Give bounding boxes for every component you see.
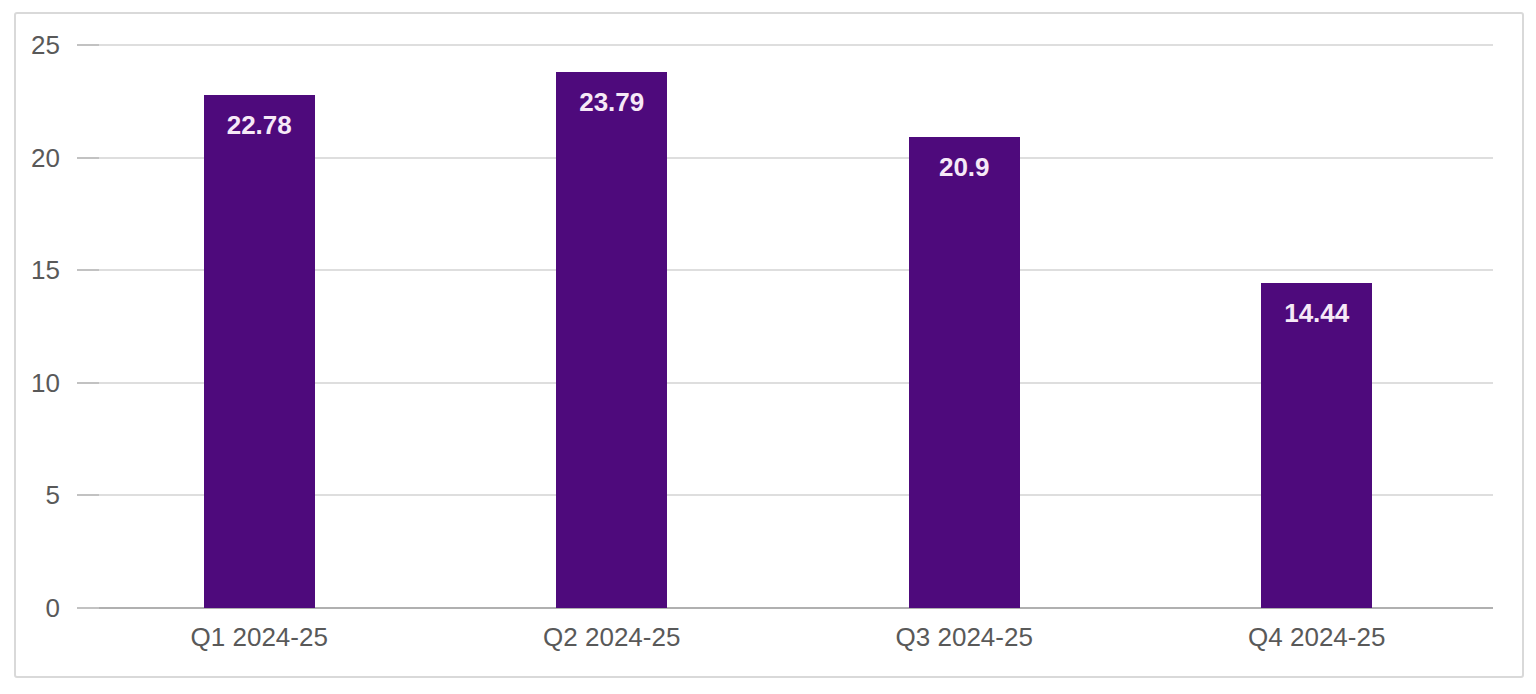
x-axis-label-q1-2024-25: Q1 2024-25	[109, 622, 409, 652]
y-axis-tick	[77, 494, 99, 496]
bar-q4-2024-25: 14.44	[1261, 283, 1372, 608]
gridline	[83, 44, 1493, 46]
x-axis-label-q2-2024-25: Q2 2024-25	[462, 622, 762, 652]
y-axis-tick	[77, 269, 99, 271]
y-tick-label: 25	[0, 30, 60, 60]
x-axis-label-q4-2024-25: Q4 2024-25	[1167, 622, 1467, 652]
bar-chart-page: 0 5 10 15 20 25 22.78 Q1 2024-25 23.79 Q2 2024-25…	[0, 0, 1536, 694]
y-axis-tick	[77, 157, 99, 159]
y-tick-label: 5	[0, 480, 60, 510]
bar-value-label: 14.44	[1261, 299, 1372, 327]
bar-value-label: 20.9	[909, 153, 1020, 181]
bar-q3-2024-25: 20.9	[909, 137, 1020, 608]
bar-value-label: 22.78	[204, 111, 315, 139]
y-tick-label: 0	[0, 593, 60, 623]
bar-q1-2024-25: 22.78	[204, 95, 315, 608]
y-axis-tick	[77, 382, 99, 384]
x-axis-label-q3-2024-25: Q3 2024-25	[814, 622, 1114, 652]
y-axis-tick	[77, 607, 99, 609]
y-tick-label: 20	[0, 143, 60, 173]
bar-q2-2024-25: 23.79	[556, 72, 667, 608]
bar-value-label: 23.79	[556, 88, 667, 116]
y-axis-tick	[77, 44, 99, 46]
y-tick-label: 15	[0, 255, 60, 285]
y-tick-label: 10	[0, 368, 60, 398]
